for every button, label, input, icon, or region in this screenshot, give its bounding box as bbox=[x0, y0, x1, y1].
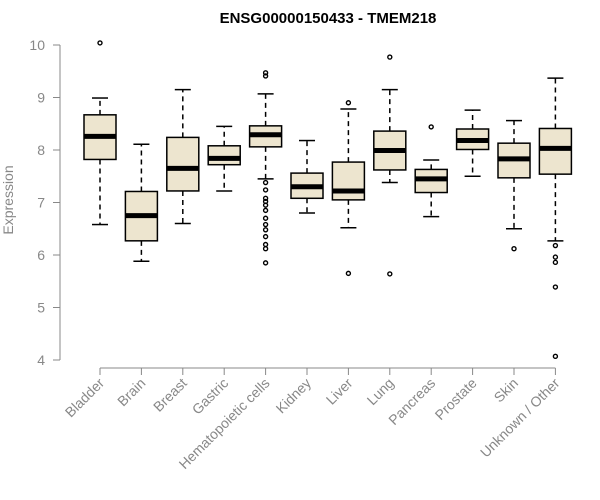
box-unknown-other bbox=[538, 77, 573, 360]
y-tick-label: 8 bbox=[37, 142, 45, 158]
outlier-point bbox=[97, 40, 103, 46]
outlier-point bbox=[262, 195, 269, 202]
outlier-point bbox=[262, 245, 269, 252]
outlier-point bbox=[262, 179, 269, 186]
y-tick-label: 7 bbox=[37, 195, 45, 211]
y-tick-label: 4 bbox=[37, 352, 45, 368]
outlier-point bbox=[552, 284, 559, 290]
iqr-box bbox=[166, 136, 200, 192]
outlier-point bbox=[387, 54, 393, 60]
outlier-point bbox=[262, 227, 269, 233]
box-brain bbox=[124, 143, 159, 263]
box-hematopoietic-cells bbox=[248, 70, 283, 266]
y-tick-label: 5 bbox=[37, 300, 45, 316]
outlier-point bbox=[262, 207, 269, 214]
outlier-point bbox=[345, 100, 352, 106]
x-tick-label: Bladder bbox=[62, 375, 108, 421]
box-kidney bbox=[290, 139, 324, 214]
x-tick-label: Skin bbox=[491, 375, 522, 406]
box-skin bbox=[497, 119, 531, 252]
x-tick-label: Prostate bbox=[432, 375, 480, 423]
x-tick-label: Kidney bbox=[273, 375, 315, 417]
outlier-point bbox=[428, 124, 434, 130]
y-axis-label: Expression bbox=[0, 165, 16, 234]
chart-title: ENSG00000150433 - TMEM218 bbox=[220, 10, 437, 27]
outlier-point bbox=[262, 70, 269, 76]
outlier-point bbox=[552, 259, 559, 266]
outlier-point bbox=[262, 73, 269, 79]
iqr-box bbox=[331, 161, 366, 201]
outlier-point bbox=[262, 260, 269, 266]
x-tick-label: Liver bbox=[323, 375, 356, 408]
x-tick-label: Brain bbox=[114, 375, 148, 409]
box-pancreas bbox=[414, 124, 448, 218]
outlier-point bbox=[552, 242, 559, 249]
x-tick-label: Breast bbox=[150, 375, 190, 415]
box-lung bbox=[373, 54, 407, 277]
box-gastric bbox=[207, 125, 241, 192]
outlier-point bbox=[262, 202, 269, 208]
iqr-box bbox=[538, 127, 573, 175]
outlier-point bbox=[552, 254, 559, 260]
x-tick-label: Unknown / Other bbox=[477, 375, 563, 461]
box-prostate bbox=[455, 109, 490, 177]
outlier-point bbox=[262, 215, 269, 221]
outlier-point bbox=[345, 270, 352, 277]
outlier-point bbox=[262, 221, 269, 228]
outlier-point bbox=[262, 241, 269, 248]
outlier-point bbox=[511, 245, 517, 252]
box-bladder bbox=[83, 40, 117, 226]
box-breast bbox=[166, 88, 200, 225]
box-liver bbox=[331, 100, 366, 277]
x-tick-label: Lung bbox=[364, 375, 397, 408]
y-axis: 4 5 6 7 8 9 10 bbox=[29, 37, 61, 368]
iqr-box bbox=[207, 145, 241, 166]
outlier-point bbox=[552, 353, 559, 360]
y-tick-label: 6 bbox=[37, 247, 45, 263]
outlier-point bbox=[387, 271, 393, 277]
outlier-point bbox=[262, 233, 269, 240]
boxes-group bbox=[83, 40, 573, 360]
y-tick-label: 9 bbox=[37, 90, 45, 106]
y-tick-label: 10 bbox=[29, 37, 45, 53]
outlier-point bbox=[262, 187, 269, 193]
